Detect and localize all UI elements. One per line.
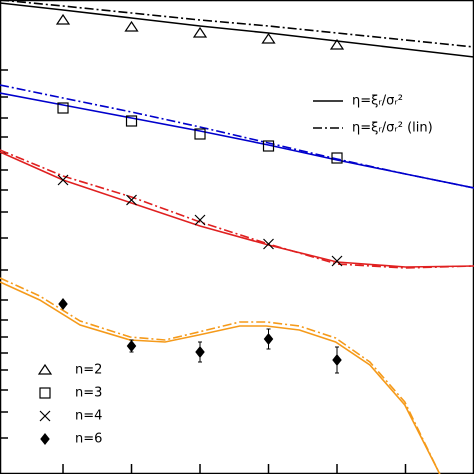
legend-label: n=6 (75, 432, 102, 447)
marker (195, 346, 205, 358)
marker (192, 26, 208, 38)
marker (194, 214, 206, 226)
marker (55, 13, 71, 25)
marker (261, 32, 276, 44)
marker (57, 174, 69, 186)
marker (57, 102, 69, 114)
marker (331, 255, 343, 267)
marker (262, 140, 275, 152)
marker (126, 340, 137, 352)
legend-label: η=ξᵣ/σᵣ² (lin) (352, 121, 433, 136)
marker (37, 363, 53, 375)
curve (0, 84, 474, 189)
legend-label: n=3 (75, 386, 102, 401)
marker (39, 387, 51, 399)
marker (329, 38, 345, 50)
curve (0, 277, 441, 474)
marker (126, 194, 137, 206)
marker (194, 128, 206, 140)
marker (263, 333, 274, 345)
curve (0, 0, 474, 48)
marker (40, 433, 50, 445)
curve (0, 2, 474, 58)
marker (58, 298, 68, 310)
curve (0, 149, 474, 269)
legend-label: n=4 (75, 409, 102, 424)
legend-label: n=2 (75, 363, 102, 378)
marker (39, 410, 51, 422)
legend-label: η=ξᵣ/σᵣ² (352, 94, 403, 109)
marker (332, 354, 342, 366)
marker (263, 238, 274, 250)
marker (331, 152, 343, 164)
curve (0, 281, 441, 474)
marker (124, 20, 139, 32)
marker (125, 115, 138, 127)
curve (0, 151, 474, 268)
